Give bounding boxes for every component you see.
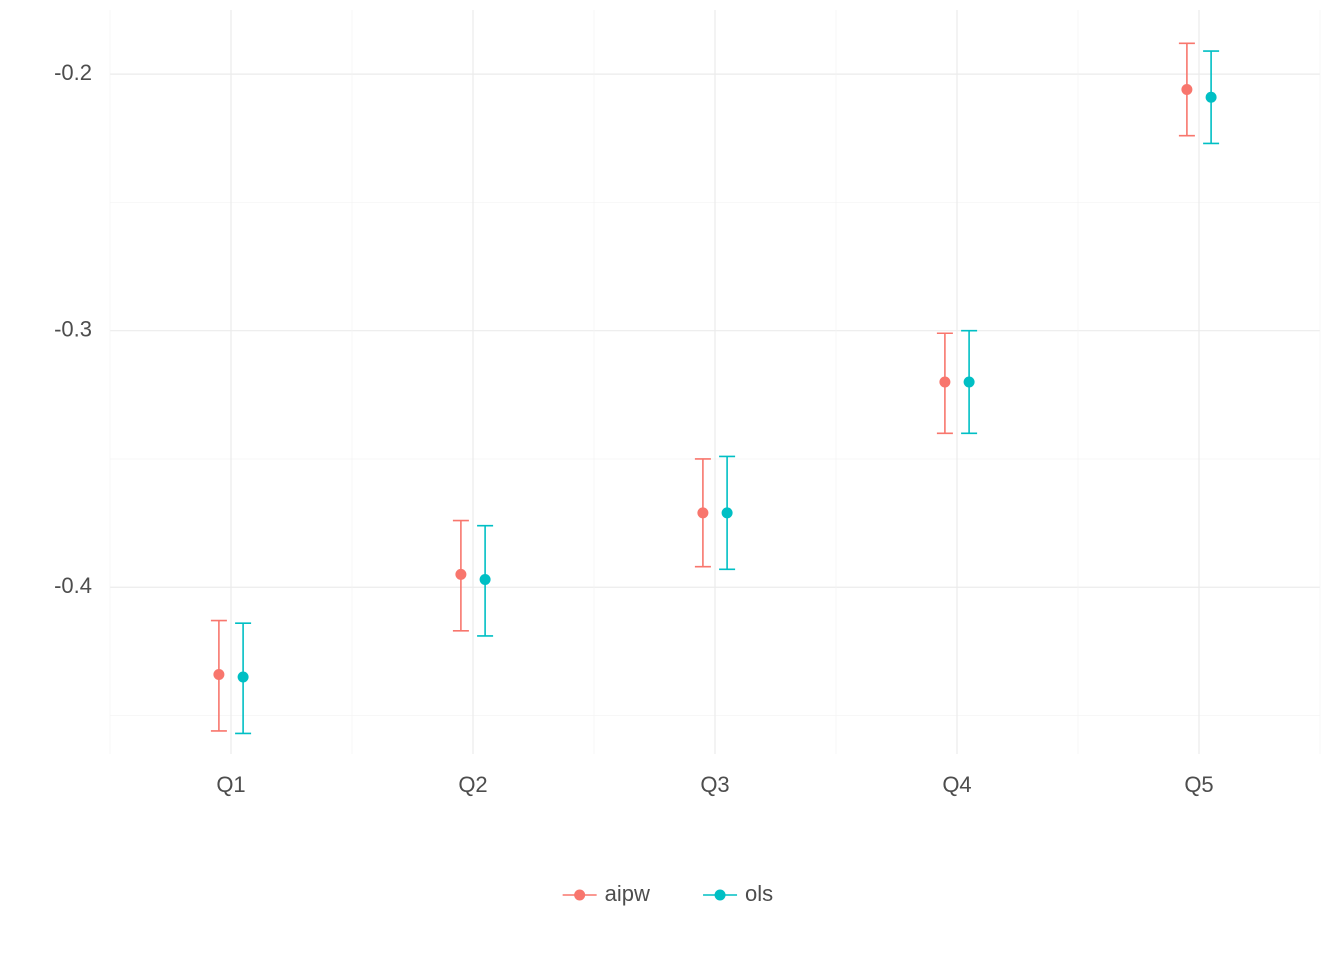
x-tick-label: Q2 [458, 772, 487, 797]
point-marker [455, 569, 466, 580]
legend-label: aipw [605, 881, 650, 906]
point-marker [722, 507, 733, 518]
point-marker [964, 377, 975, 388]
legend-point-icon [574, 890, 585, 901]
x-tick-label: Q4 [942, 772, 971, 797]
y-tick-label: -0.3 [54, 317, 92, 342]
x-tick-label: Q1 [216, 772, 245, 797]
chart-container: -0.4 -0.3 -0.2 Q1 Q2 Q3 Q4 Q5 aipw ols [0, 0, 1344, 960]
point-marker [939, 377, 950, 388]
x-tick-label: Q3 [700, 772, 729, 797]
legend-label: ols [745, 881, 773, 906]
point-marker [1206, 92, 1217, 103]
legend-point-icon [715, 890, 726, 901]
y-tick-label: -0.2 [54, 60, 92, 85]
x-tick-label: Q5 [1184, 772, 1213, 797]
point-marker [238, 672, 249, 683]
errorbar-chart: -0.4 -0.3 -0.2 Q1 Q2 Q3 Q4 Q5 aipw ols [0, 0, 1344, 960]
point-marker [1181, 84, 1192, 95]
point-marker [697, 507, 708, 518]
point-marker [480, 574, 491, 585]
y-tick-label: -0.4 [54, 573, 92, 598]
point-marker [213, 669, 224, 680]
